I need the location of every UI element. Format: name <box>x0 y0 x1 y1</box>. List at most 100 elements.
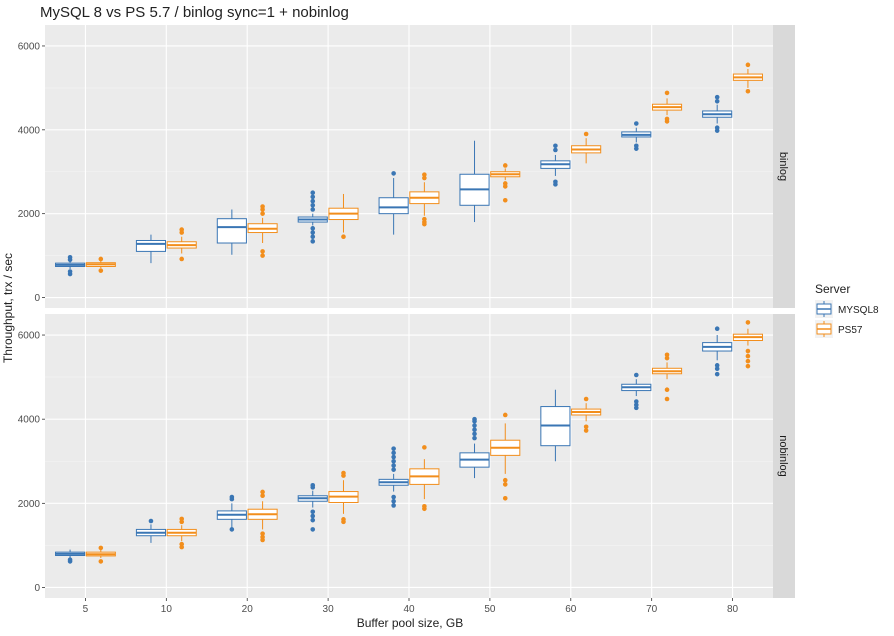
outlier-point <box>553 179 558 185</box>
outlier-point <box>714 366 720 371</box>
x-axis-title: Buffer pool size, GB <box>357 616 464 630</box>
outlier-point <box>583 424 589 430</box>
boxplot-ps57-5 <box>85 545 116 564</box>
legend: Server MYSQL8 PS57 <box>815 282 879 338</box>
outlier-point <box>229 494 235 500</box>
outlier-point <box>583 131 589 137</box>
outlier-point <box>260 211 265 216</box>
boxplot-ps57-30 <box>328 193 359 240</box>
boxplot-mysql8-80 <box>702 94 733 133</box>
outlier-point <box>633 121 639 126</box>
outlier-point <box>148 518 154 524</box>
boxplot-ps57-10 <box>166 227 197 262</box>
outlier-point <box>391 503 396 508</box>
outlier-point <box>67 557 73 563</box>
boxplot-ps57-30 <box>328 470 359 525</box>
series-ps57 <box>85 62 763 273</box>
outlier-point <box>633 143 639 149</box>
outlier-point <box>229 527 235 532</box>
outlier-point <box>553 143 558 149</box>
outlier-point <box>502 477 508 483</box>
boxplot-ps57-20 <box>247 204 278 258</box>
outlier-point <box>260 204 265 209</box>
outlier-point <box>745 358 751 364</box>
boxplot-ps57-80 <box>732 62 763 94</box>
plot-layer: 0 2000 4000 6000 binlog 0 2000 4000 6000 nobinlog… <box>18 25 795 615</box>
outlier-point <box>745 363 751 369</box>
outlier-point <box>260 493 265 499</box>
boxplot-ps57-5 <box>85 256 116 273</box>
box <box>216 218 247 244</box>
outlier-point <box>310 207 316 212</box>
outlier-point <box>472 435 477 441</box>
boxplot-mysql8-10 <box>135 234 167 264</box>
outlier-point <box>502 163 508 168</box>
y-tick-label: 4000 <box>18 125 41 136</box>
x-axis: 5 10 20 30 40 50 60 70 80 <box>83 598 739 615</box>
boxplot-mysql8-80 <box>702 326 733 377</box>
x-tick-label: 5 <box>83 604 89 615</box>
boxplot-ps57-10 <box>166 516 197 550</box>
outlier-point <box>422 445 427 450</box>
series-mysql8 <box>55 94 733 277</box>
outlier-point <box>502 482 508 487</box>
outlier-point <box>310 226 316 231</box>
panel-nobinlog: 0 2000 4000 6000 nobinlog <box>18 314 795 598</box>
outlier-point <box>714 371 720 377</box>
x-tick-label: 30 <box>323 604 335 615</box>
outlier-point <box>310 198 316 204</box>
outlier-point <box>310 527 316 532</box>
boxplot-mysql8-20 <box>216 209 247 255</box>
outlier-point <box>260 253 265 258</box>
boxplot-mysql8-30 <box>297 482 328 532</box>
outlier-point <box>310 482 316 488</box>
outlier-point <box>260 531 265 536</box>
outlier-point <box>260 249 265 254</box>
boxplot-mysql8-70 <box>621 372 652 411</box>
outlier-point <box>502 181 508 186</box>
boxplot-ps57-60 <box>571 396 602 433</box>
outlier-point <box>472 427 477 433</box>
outlier-point <box>422 503 427 509</box>
boxplot-mysql8-10 <box>135 518 167 543</box>
facet-strip <box>773 25 795 308</box>
outlier-point <box>179 227 185 232</box>
y-tick-label: 2000 <box>18 499 41 510</box>
outlier-point <box>260 534 265 540</box>
outlier-point <box>179 256 185 262</box>
outlier-point <box>745 88 751 94</box>
boxplot-ps57-50 <box>490 412 521 501</box>
facet-strip-label: binlog <box>777 152 789 181</box>
outlier-point <box>664 355 670 361</box>
y-tick-label: 6000 <box>18 41 41 52</box>
outlier-point <box>422 175 427 181</box>
boxplot-mysql8-5 <box>55 549 86 564</box>
boxplot-mysql8-5 <box>55 254 86 277</box>
boxplot-ps57-70 <box>651 352 683 402</box>
boxplot-ps57-60 <box>571 131 602 164</box>
outlier-point <box>179 516 185 522</box>
outlier-point <box>633 402 639 408</box>
outlier-point <box>745 320 751 325</box>
y-axis-title: Throughput, trx / sec <box>1 253 15 363</box>
legend-label: MYSQL8 <box>838 305 879 316</box>
legend-entry-ps57: PS57 <box>815 320 863 338</box>
boxplot-mysql8-60 <box>540 389 571 462</box>
outlier-point <box>391 467 396 472</box>
x-tick-label: 60 <box>565 604 577 615</box>
outlier-point <box>664 387 670 393</box>
y-tick-label: 0 <box>34 583 40 594</box>
outlier-point <box>67 254 73 260</box>
outlier-point <box>341 470 346 476</box>
x-tick-label: 20 <box>242 604 254 615</box>
outlier-point <box>714 94 720 100</box>
y-tick-label: 6000 <box>18 331 41 342</box>
outlier-point <box>664 116 670 122</box>
outlier-point <box>583 428 589 433</box>
boxplot-mysql8-50 <box>459 140 490 223</box>
outlier-point <box>310 190 316 196</box>
legend-entry-mysql8: MYSQL8 <box>815 300 879 318</box>
panel-binlog: 0 2000 4000 6000 binlog <box>18 25 795 308</box>
boxplot-ps57-50 <box>490 163 521 203</box>
boxplot-ps57-70 <box>651 90 683 124</box>
